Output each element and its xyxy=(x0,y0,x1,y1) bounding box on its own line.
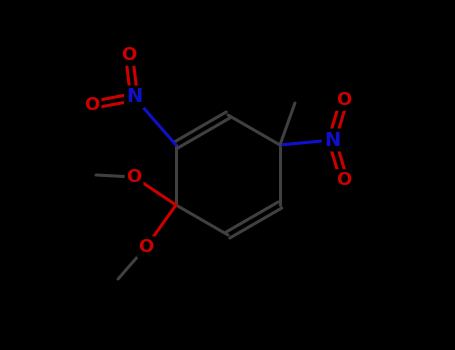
Text: O: O xyxy=(85,96,100,114)
Text: O: O xyxy=(138,238,154,256)
Text: O: O xyxy=(336,91,352,109)
Text: N: N xyxy=(126,88,142,106)
Text: O: O xyxy=(121,46,136,64)
Text: O: O xyxy=(126,168,142,186)
Text: N: N xyxy=(324,131,340,149)
Text: O: O xyxy=(336,171,352,189)
